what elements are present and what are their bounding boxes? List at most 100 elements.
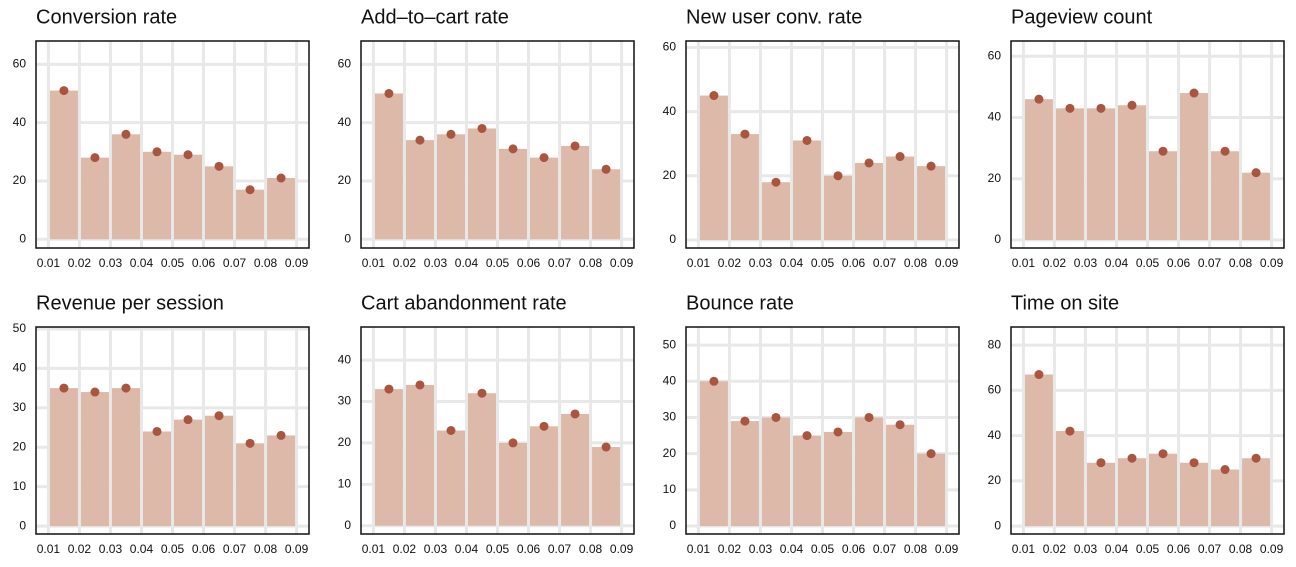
- marker: [276, 430, 286, 440]
- x-tick-label: 0.02: [718, 542, 742, 556]
- x-tick-label: 0.09: [1260, 542, 1284, 556]
- marker: [895, 152, 905, 162]
- y-tick-label: 60: [988, 383, 1002, 397]
- x-tick-label: 0.08: [1229, 256, 1253, 270]
- x-tick-label: 0.06: [842, 256, 866, 270]
- marker: [1158, 449, 1168, 459]
- bar: [1211, 469, 1240, 527]
- x-tick-label: 0.07: [1198, 256, 1222, 270]
- x-tick-label: 0.06: [517, 256, 541, 270]
- y-tick-label: 40: [338, 352, 352, 366]
- marker: [1158, 146, 1168, 156]
- y-tick-label: 20: [13, 173, 27, 187]
- x-tick-label: 0.03: [424, 256, 448, 270]
- x-tick-label: 0.01: [687, 256, 711, 270]
- marker: [771, 177, 781, 187]
- x-tick-label: 0.09: [285, 256, 309, 270]
- y-tick-label: 40: [988, 428, 1002, 442]
- panel-title: Pageview count: [1011, 6, 1153, 28]
- panel-frame: [1010, 326, 1285, 535]
- marker: [740, 129, 750, 139]
- marker: [1065, 426, 1075, 436]
- marker: [802, 431, 812, 441]
- bar: [1086, 462, 1115, 527]
- bar: [917, 453, 946, 527]
- bar: [1242, 458, 1271, 527]
- bar: [592, 169, 621, 240]
- x-tick-label: 0.02: [68, 256, 92, 270]
- y-tick-label: 10: [338, 476, 352, 490]
- panel: New user conv. rate 0 20 40 60 0.01 0.02 0.03 0.…: [663, 6, 960, 270]
- panel-frame: [35, 40, 310, 249]
- x-tick-label: 0.03: [99, 542, 123, 556]
- y-tick-label: 20: [663, 446, 677, 460]
- x-tick-label: 0.06: [1167, 256, 1191, 270]
- x-tick-label: 0.06: [192, 256, 216, 270]
- bar: [111, 388, 140, 527]
- bar: [142, 151, 171, 240]
- x-tick-label: 0.05: [1136, 542, 1160, 556]
- y-tick-label: 30: [338, 394, 352, 408]
- y-tick-label: 10: [13, 479, 27, 493]
- marker: [601, 164, 611, 174]
- bar: [174, 154, 203, 240]
- bar: [80, 392, 109, 527]
- y-tick-label: 20: [988, 171, 1002, 185]
- bar: [49, 388, 78, 527]
- panel: Cart abandonment rate 0 10 20 30 40 0.01 0.02 0.…: [338, 292, 635, 556]
- bar: [561, 413, 590, 526]
- panel-frame: [685, 326, 960, 535]
- panel-title: New user conv. rate: [686, 6, 862, 28]
- x-tick-label: 0.08: [904, 256, 928, 270]
- marker: [864, 412, 874, 422]
- x-tick-label: 0.07: [223, 542, 247, 556]
- x-tick-label: 0.07: [223, 256, 247, 270]
- panel: Bounce rate 0 10 20 30 40 50 0.01 0.02 0.03 0.04 0.…: [663, 292, 960, 556]
- marker: [740, 416, 750, 426]
- marker: [570, 409, 580, 419]
- x-tick-label: 0.01: [37, 542, 61, 556]
- bar: [1180, 93, 1209, 241]
- marker: [802, 135, 812, 145]
- y-tick-label: 20: [988, 473, 1002, 487]
- bar: [730, 134, 759, 240]
- y-tick-label: 40: [13, 115, 27, 129]
- marker: [1127, 100, 1137, 110]
- y-tick-label: 0: [344, 518, 351, 532]
- bar: [917, 166, 946, 240]
- marker: [1189, 88, 1199, 98]
- y-tick-label: 20: [13, 439, 27, 453]
- x-tick-label: 0.09: [935, 542, 959, 556]
- bar: [267, 178, 296, 240]
- marker: [1065, 103, 1075, 113]
- x-tick-label: 0.03: [749, 542, 773, 556]
- bar: [467, 128, 496, 240]
- y-tick-label: 0: [994, 518, 1001, 532]
- x-tick-label: 0.04: [130, 542, 154, 556]
- marker: [415, 135, 425, 145]
- marker: [214, 411, 224, 421]
- marker: [601, 442, 611, 452]
- x-tick-label: 0.03: [1074, 256, 1098, 270]
- panel: Time on site 0 20 40 60 80 0.01 0.02 0.03 0.04 0.0…: [988, 292, 1285, 556]
- marker: [59, 383, 69, 393]
- x-tick-label: 0.07: [873, 542, 897, 556]
- panel: Pageview count 0 20 40 60 0.01 0.02 0.03 0.04 0.0…: [988, 6, 1285, 270]
- x-tick-label: 0.09: [610, 256, 634, 270]
- y-tick-label: 20: [338, 173, 352, 187]
- bar: [886, 424, 915, 527]
- x-tick-label: 0.04: [455, 542, 479, 556]
- marker: [121, 383, 131, 393]
- bar: [174, 419, 203, 527]
- panel-frame: [35, 326, 310, 535]
- bar: [405, 140, 434, 240]
- y-tick-label: 40: [338, 115, 352, 129]
- x-tick-label: 0.03: [99, 256, 123, 270]
- marker: [276, 173, 286, 183]
- y-tick-label: 40: [13, 361, 27, 375]
- bar: [761, 182, 790, 240]
- x-tick-label: 0.01: [37, 256, 61, 270]
- bar: [855, 417, 884, 527]
- bar: [855, 162, 884, 240]
